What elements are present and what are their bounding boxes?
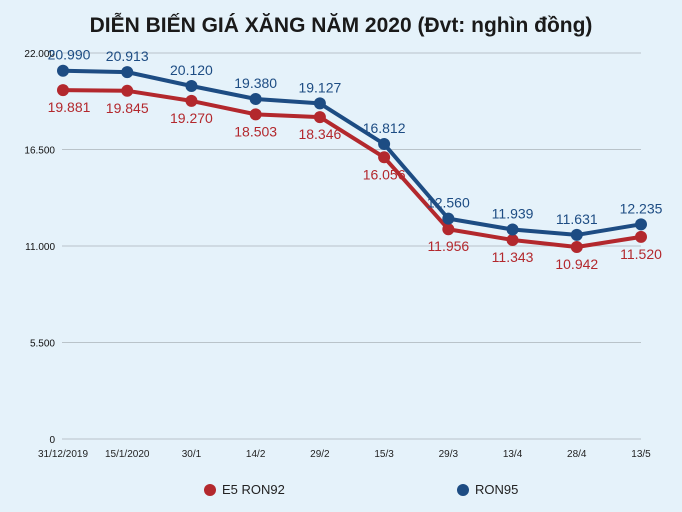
x-tick-label: 14/2	[246, 449, 266, 460]
data-label: 19.270	[170, 110, 213, 126]
data-point	[378, 151, 391, 164]
data-point	[378, 138, 391, 151]
x-tick-label: 15/3	[374, 449, 394, 460]
data-label: 12.235	[620, 200, 663, 216]
y-tick-label: 11.000	[25, 242, 55, 253]
data-point	[570, 228, 583, 241]
legend-marker-e5	[204, 483, 216, 496]
data-label: 18.346	[298, 126, 341, 142]
data-label: 11.939	[492, 206, 534, 222]
chart-title: DIỄN BIẾN GIÁ XĂNG NĂM 2020 (Đvt: nghìn …	[89, 14, 593, 37]
data-point	[185, 79, 198, 92]
data-point	[313, 97, 326, 110]
x-tick-label: 15/1/2020	[105, 449, 150, 460]
y-tick-label: 22.000	[24, 49, 55, 60]
series-line-e5	[62, 88, 642, 250]
data-point	[185, 94, 198, 107]
data-label: 10.942	[555, 256, 598, 272]
data-point	[249, 92, 262, 105]
data-point	[313, 111, 326, 124]
x-tick-label: 29/2	[310, 449, 330, 460]
data-label: 20.913	[106, 48, 149, 64]
x-tick-label: 31/12/2019	[38, 449, 88, 460]
y-tick-label: 0	[49, 435, 55, 446]
legend-marker-ron95	[457, 483, 469, 496]
data-point	[635, 218, 647, 231]
data-label: 19.127	[298, 79, 341, 95]
data-label: 18.503	[234, 123, 277, 139]
data-label: 19.881	[48, 99, 91, 115]
data-point	[249, 108, 262, 121]
data-label: 16.056	[363, 166, 406, 182]
series-line-ron95	[62, 68, 642, 237]
data-point	[506, 223, 519, 236]
y-tick-label: 16.500	[24, 146, 55, 157]
data-point	[57, 84, 69, 97]
data-label: 19.845	[106, 100, 149, 116]
legend-label-e5: E5 RON92	[222, 482, 285, 497]
data-label: 20.120	[170, 62, 213, 78]
data-point	[442, 223, 455, 236]
data-label: 11.343	[492, 249, 534, 265]
data-point	[57, 64, 69, 77]
legend-label-ron95: RON95	[475, 482, 519, 497]
x-tick-label: 13/4	[503, 449, 523, 460]
data-label: 12.560	[427, 195, 470, 211]
data-point	[506, 233, 519, 246]
x-tick-label: 28/4	[567, 449, 587, 460]
data-label: 11.520	[620, 246, 662, 262]
data-label: 11.631	[556, 211, 598, 227]
legend-item-e5: E5 RON92	[204, 482, 285, 497]
data-label: 16.812	[363, 120, 406, 136]
data-label: 11.956	[427, 238, 469, 254]
legend-item-ron95: RON95	[457, 482, 518, 497]
data-point	[442, 212, 455, 225]
data-point	[121, 84, 134, 97]
data-point	[570, 241, 583, 254]
data-label: 20.990	[48, 47, 91, 63]
data-point	[635, 230, 647, 243]
data-point	[121, 66, 134, 79]
x-tick-label: 29/3	[439, 449, 459, 460]
y-tick-label: 5.500	[30, 339, 55, 350]
data-label: 19.380	[234, 75, 277, 91]
x-tick-label: 30/1	[182, 449, 202, 460]
x-tick-label: 13/5	[631, 449, 651, 460]
